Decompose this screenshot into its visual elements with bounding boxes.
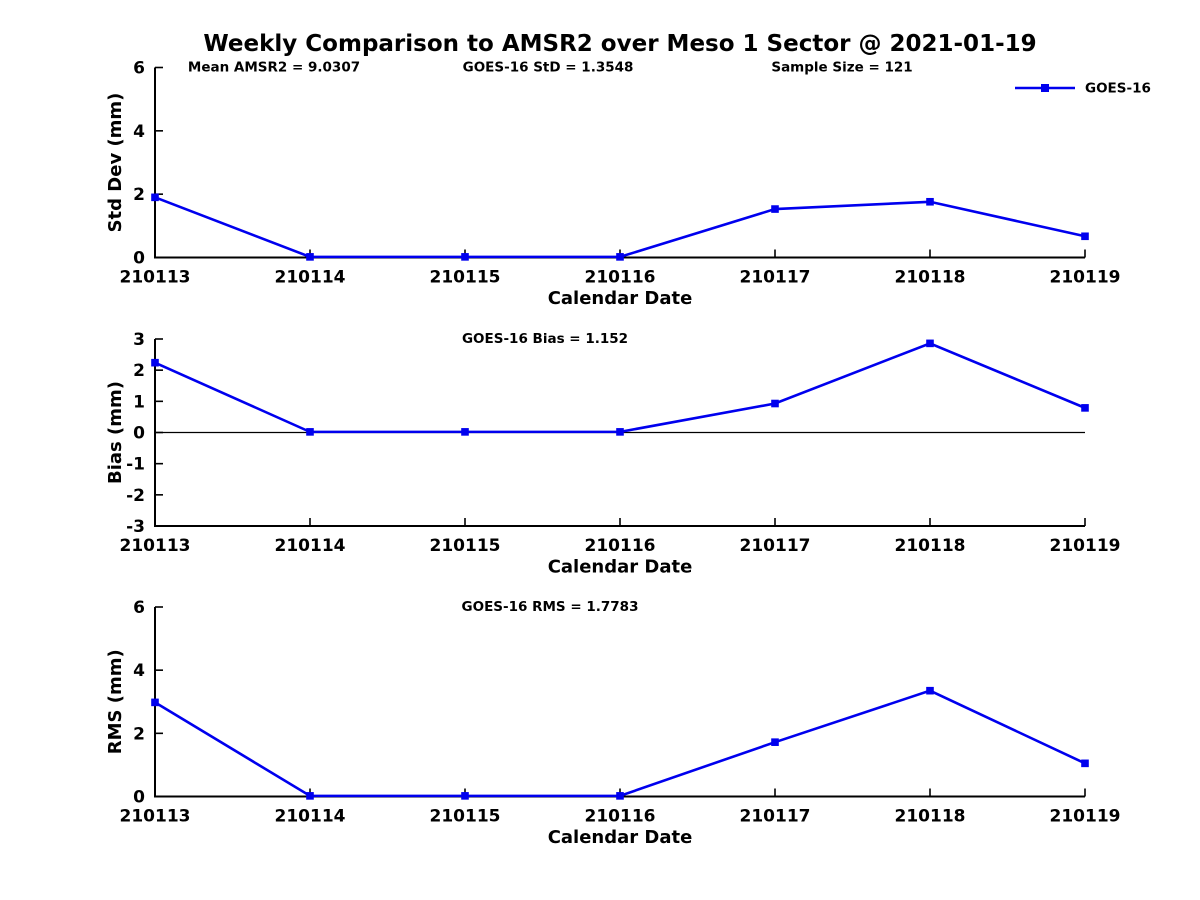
subplot-bias: -3 -2 -1 0 1 2 3 210113 210114 210115 210116 210117… (105, 330, 1120, 578)
x-tick-label: 210117 (740, 807, 811, 827)
series-marker (1081, 404, 1089, 412)
y-axis-label: Bias (mm) (105, 381, 126, 484)
stat-annotation: Mean AMSR2 = 9.0307 (188, 60, 360, 76)
stat-annotation: GOES-16 RMS = 1.7783 (462, 599, 639, 615)
y-axis-label: Std Dev (mm) (105, 93, 126, 233)
x-tick-label: 210114 (275, 536, 346, 556)
series-marker (771, 399, 779, 408)
y-tick-label: 1 (133, 392, 145, 412)
y-tick-label: 2 (133, 724, 145, 744)
y-tick-label: 0 (133, 788, 145, 808)
series-marker (306, 792, 314, 800)
series-marker (461, 792, 469, 800)
series-marker (926, 686, 934, 695)
x-tick-label: 210116 (585, 536, 656, 556)
legend-label: GOES-16 (1085, 81, 1151, 97)
x-tick-label: 210116 (585, 807, 656, 827)
x-tick-label: 210118 (895, 536, 966, 556)
stat-annotation: GOES-16 Bias = 1.152 (462, 331, 628, 347)
x-tick-label: 210113 (120, 268, 191, 288)
y-tick-label: 4 (133, 661, 145, 681)
stat-annotation: Sample Size = 121 (771, 60, 912, 76)
y-tick-label: 2 (133, 185, 145, 205)
x-tick-label: 210115 (430, 807, 501, 827)
series-marker (771, 738, 779, 746)
stat-annotation: GOES-16 StD = 1.3548 (463, 60, 634, 76)
x-tick-label: 210117 (740, 536, 811, 556)
x-tick-label: 210119 (1050, 268, 1121, 288)
series-marker (1081, 232, 1089, 241)
x-tick-label: 210115 (430, 268, 501, 288)
y-tick-label: 6 (133, 59, 145, 79)
x-tick-label: 210116 (585, 268, 656, 288)
series-marker (1081, 759, 1089, 768)
y-tick-label: 2 (133, 361, 145, 381)
x-tick-label: 210119 (1050, 536, 1121, 556)
y-tick-label: -2 (126, 486, 145, 506)
legend-marker-sample (1041, 84, 1049, 92)
series-marker (151, 358, 159, 367)
x-tick-label: 210113 (120, 536, 191, 556)
series-marker (461, 253, 469, 261)
y-tick-label: 4 (133, 122, 145, 142)
x-axis-label: Calendar Date (548, 827, 693, 848)
y-tick-label: -1 (126, 455, 145, 475)
x-tick-label: 210114 (275, 268, 346, 288)
series-marker (926, 197, 934, 206)
series-marker (926, 339, 934, 348)
x-tick-label: 210117 (740, 268, 811, 288)
x-tick-label: 210115 (430, 536, 501, 556)
subplot-std-dev: 0 2 4 6 210113 210114 210115 210116 210117 210118… (105, 59, 1151, 310)
x-axis-label: Calendar Date (548, 288, 693, 309)
y-tick-label: 6 (133, 598, 145, 618)
x-tick-label: 210113 (120, 807, 191, 827)
y-axis-label: RMS (mm) (105, 649, 126, 754)
x-axis-label: Calendar Date (548, 557, 693, 578)
series-line (154, 341, 1086, 434)
y-tick-label: -3 (126, 517, 145, 537)
x-tick-label: 210118 (895, 268, 966, 288)
legend: GOES-16 (1015, 81, 1151, 97)
series-marker (306, 253, 314, 261)
series-marker (151, 698, 159, 707)
subplot-rms: 0 2 4 6 210113 210114 210115 210116 210117 210118… (105, 598, 1120, 848)
x-tick-label: 210119 (1050, 807, 1121, 827)
series-marker (616, 792, 624, 800)
series-marker (461, 428, 469, 436)
figure-title: Weekly Comparison to AMSR2 over Meso 1 S… (203, 31, 1037, 57)
series-marker (616, 428, 624, 436)
x-tick-label: 210114 (275, 807, 346, 827)
series-marker (151, 193, 159, 202)
series-marker (771, 205, 779, 213)
series-marker (306, 428, 314, 436)
y-tick-label: 0 (133, 249, 145, 269)
x-tick-label: 210118 (895, 807, 966, 827)
series-marker (616, 253, 624, 261)
series-line (154, 196, 1086, 259)
y-tick-label: 3 (133, 330, 145, 350)
y-tick-label: 0 (133, 424, 145, 444)
series-line (154, 689, 1086, 798)
